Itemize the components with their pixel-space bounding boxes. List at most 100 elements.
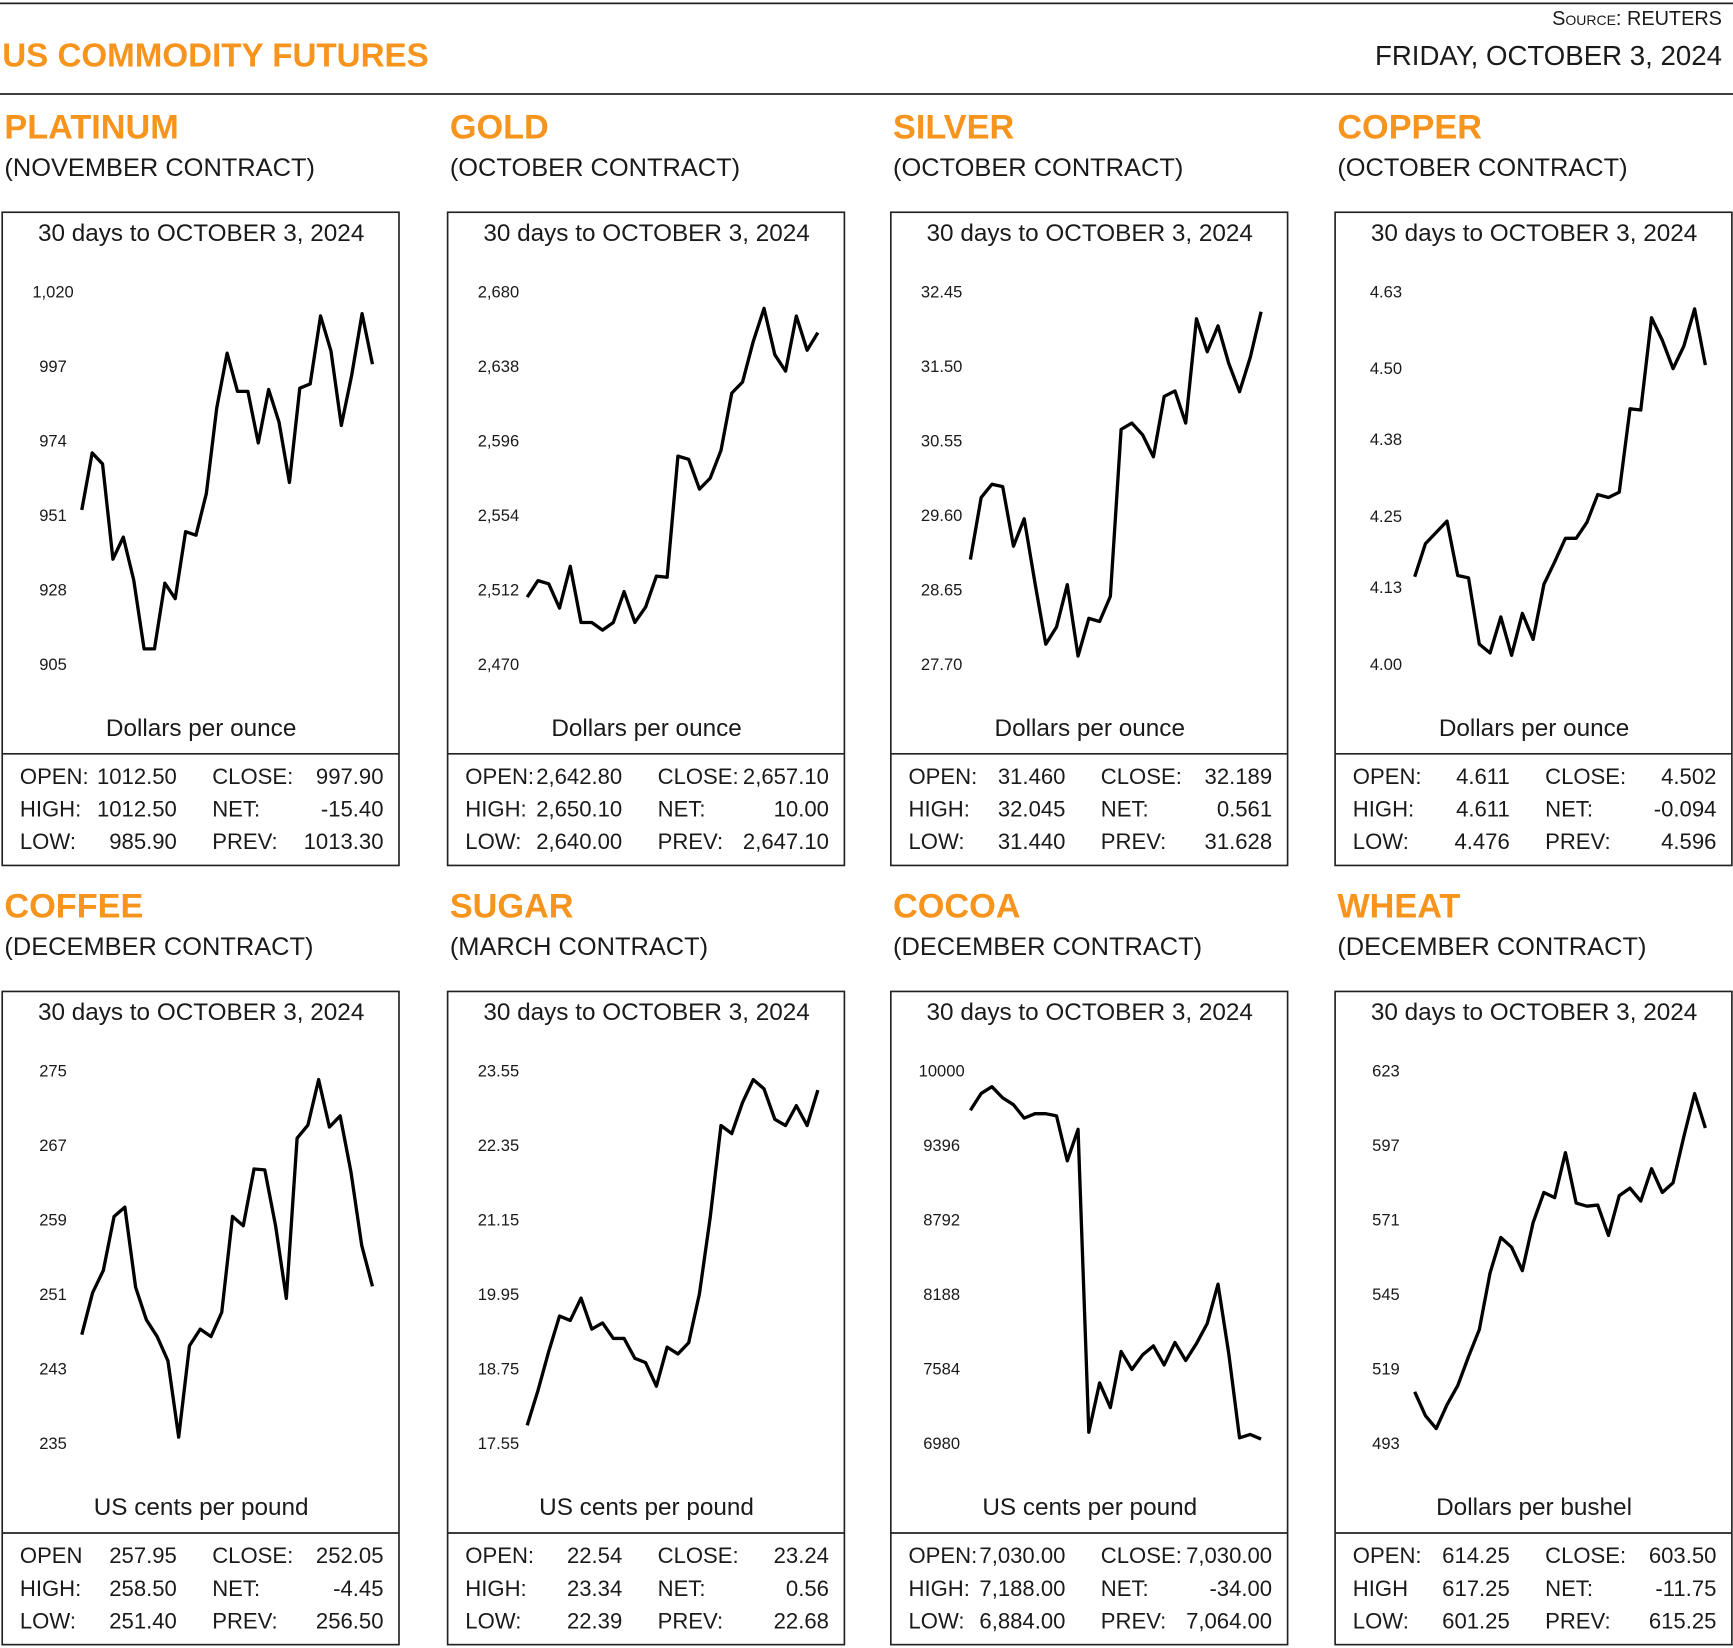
stat-label: PREV:: [1101, 829, 1166, 854]
stat-label: HIGH:: [20, 1576, 81, 1601]
stat-label: LOW:: [908, 1608, 964, 1633]
stat-label: CLOSE:: [1101, 764, 1182, 789]
y-tick-label: 493: [1372, 1434, 1400, 1453]
stat-value: -34.00: [1209, 1576, 1272, 1601]
stat-value: 251.40: [109, 1608, 177, 1633]
y-tick-label: 4.25: [1370, 507, 1402, 526]
y-tick-label: 951: [39, 506, 67, 525]
stat-label: NET:: [1101, 797, 1149, 822]
y-tick-label: 519: [1372, 1359, 1400, 1378]
chart-frame: [446, 990, 846, 1646]
y-tick-label: 571: [1372, 1210, 1400, 1229]
stat-value: 2,657.10: [743, 764, 829, 789]
stat-value: 617.25: [1442, 1576, 1510, 1601]
stat-value: 4.611: [1456, 797, 1510, 822]
stat-label: NET:: [1101, 1576, 1149, 1601]
date: FRIDAY, OCTOBER 3, 2024: [1375, 40, 1722, 71]
stat-value: 256.50: [316, 1608, 384, 1633]
stat-value: 2,642.80: [536, 764, 622, 789]
stat-label: CLOSE:: [1545, 764, 1626, 789]
stat-label: NET:: [212, 797, 260, 822]
price-line: [80, 312, 375, 651]
chart-title: COFFEE: [4, 888, 143, 926]
unit-label: Dollars per ounce: [551, 715, 741, 742]
period-label: 30 days to OCTOBER 3, 2024: [38, 220, 364, 247]
stat-value: 31.440: [998, 829, 1066, 854]
stat-label: NET:: [212, 1576, 260, 1601]
period-label: 30 days to OCTOBER 3, 2024: [927, 999, 1253, 1026]
stat-value: 601.25: [1442, 1608, 1510, 1633]
y-tick-label: 597: [1372, 1136, 1400, 1155]
stat-label: CLOSE:: [1545, 1543, 1626, 1568]
period-label: 30 days to OCTOBER 3, 2024: [927, 220, 1253, 247]
stat-label: NET:: [658, 797, 706, 822]
y-tick-label: 974: [39, 431, 67, 450]
y-tick-label: 30.55: [921, 431, 962, 450]
stat-value: 2,640.00: [536, 829, 622, 854]
unit-label: Dollars per ounce: [1439, 715, 1629, 742]
stat-value: 7,064.00: [1186, 1608, 1272, 1633]
chart-title: SUGAR: [450, 888, 574, 926]
stat-label: CLOSE:: [658, 764, 739, 789]
unit-label: US cents per pound: [982, 1494, 1197, 1521]
y-tick-label: 928: [39, 580, 67, 599]
stat-label: HIGH:: [20, 797, 81, 822]
stat-value: 31.628: [1205, 829, 1273, 854]
stat-label: OPEN:: [1353, 764, 1422, 789]
y-tick-label: 7584: [923, 1359, 960, 1378]
chart-title: COPPER: [1337, 108, 1482, 146]
y-tick-label: 28.65: [921, 580, 962, 599]
stat-value: 258.50: [109, 1576, 177, 1601]
stat-value: 985.90: [109, 829, 177, 854]
stat-value: 23.34: [567, 1576, 622, 1601]
stat-value: 2,650.10: [536, 797, 622, 822]
price-line: [525, 306, 820, 632]
y-tick-label: 2,638: [478, 357, 519, 376]
stat-label: CLOSE:: [212, 1543, 293, 1568]
stat-label: LOW:: [1353, 829, 1409, 854]
y-tick-label: 235: [39, 1434, 67, 1453]
unit-label: Dollars per bushel: [1436, 1494, 1632, 1521]
stat-value: 4.611: [1456, 764, 1510, 789]
period-label: 30 days to OCTOBER 3, 2024: [38, 999, 364, 1026]
chart-frame: [446, 211, 846, 867]
chart-frame: [1, 990, 400, 1646]
stat-label: NET:: [1545, 797, 1593, 822]
stat-label: OPEN:: [465, 764, 534, 789]
stat-value: -0.094: [1654, 797, 1717, 822]
y-tick-label: 8188: [923, 1285, 960, 1304]
stat-value: 23.24: [774, 1543, 829, 1568]
stat-value: 1012.50: [97, 764, 177, 789]
y-tick-label: 8792: [923, 1210, 960, 1229]
stat-label: HIGH:: [908, 797, 969, 822]
stat-value: 1013.30: [304, 829, 384, 854]
stat-value: 6,884.00: [979, 1608, 1065, 1633]
stat-label: PREV:: [212, 1608, 277, 1633]
y-tick-label: 251: [39, 1285, 67, 1304]
y-tick-label: 17.55: [478, 1434, 519, 1453]
price-line: [525, 1077, 820, 1426]
source: Source: REUTERS: [1552, 8, 1722, 30]
unit-label: US cents per pound: [539, 1494, 754, 1521]
stat-label: HIGH:: [465, 797, 526, 822]
stat-label: OPEN:: [465, 1543, 534, 1568]
stat-label: LOW:: [20, 829, 76, 854]
price-line: [968, 311, 1263, 658]
chart-frame: [889, 211, 1289, 867]
stat-label: LOW:: [908, 829, 964, 854]
stat-value: 4.502: [1661, 764, 1716, 789]
stat-label: LOW:: [465, 1608, 521, 1633]
stat-label: HIGH:: [1353, 797, 1414, 822]
stat-value: 4.476: [1454, 829, 1509, 854]
stat-value: 2,647.10: [743, 829, 829, 854]
chart-frame: [1334, 990, 1733, 1646]
stat-label: CLOSE:: [1101, 1543, 1182, 1568]
stat-value: 0.56: [786, 1576, 829, 1601]
page-title: US COMMODITY FUTURES: [2, 37, 429, 74]
stat-value: 4.596: [1661, 829, 1716, 854]
y-tick-label: 4.00: [1370, 655, 1402, 674]
stat-label: LOW:: [20, 1608, 76, 1633]
price-line: [1413, 1091, 1707, 1431]
chart-frame: [1, 211, 400, 867]
stat-value: 32.189: [1205, 764, 1273, 789]
